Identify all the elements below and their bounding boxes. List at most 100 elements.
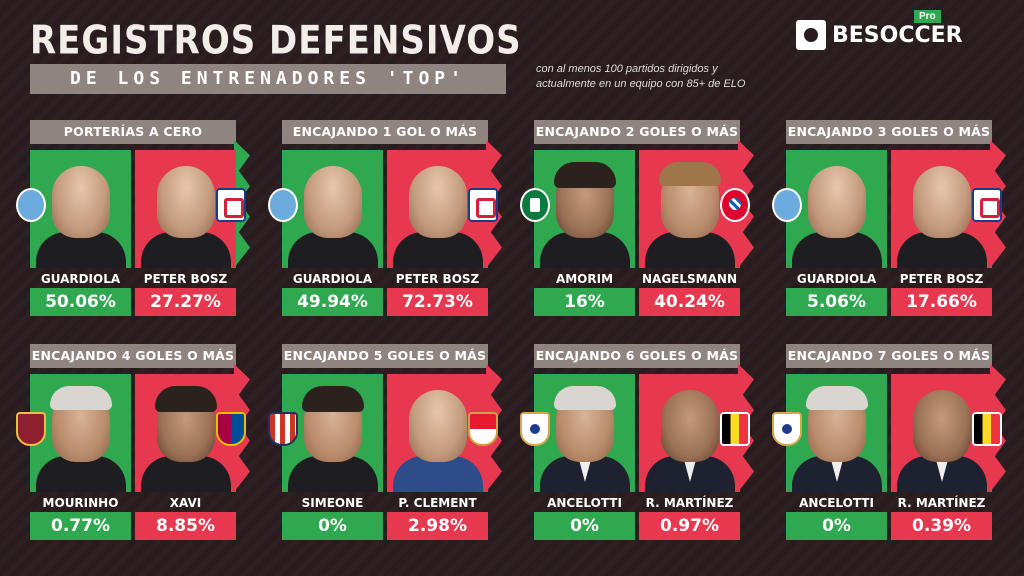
panel-title: ENCAJANDO 1 GOL O MÁS xyxy=(282,120,488,144)
coach-head xyxy=(409,166,467,238)
coach-photo-left xyxy=(786,374,887,492)
coach-head xyxy=(806,386,868,462)
sporting-cp-badge xyxy=(520,188,550,222)
stat-value-right: 8.85% xyxy=(135,512,236,540)
coach-name-left: SIMEONE xyxy=(301,496,364,510)
coach-photo-left xyxy=(534,150,635,268)
coach-body xyxy=(645,232,735,268)
as-monaco-badge xyxy=(468,412,498,446)
stat-value-left: 0% xyxy=(534,512,635,540)
coach-head xyxy=(659,162,721,238)
stat-value-right: 40.24% xyxy=(639,288,740,316)
stat-panel-7-goals: ENCAJANDO 7 GOLES O MÁS ANCELOTTI R. MAR… xyxy=(772,344,1006,544)
stat-value-left: 5.06% xyxy=(786,288,887,316)
coach-name-right: XAVI xyxy=(169,496,202,510)
coach-name-right: R. MARTÍNEZ xyxy=(645,496,734,510)
stat-panel-3-goals: ENCAJANDO 3 GOLES O MÁS GUARDIOLA PETER … xyxy=(772,120,1006,320)
page-subtitle: DE LOS ENTRENADORES 'TOP' xyxy=(30,64,506,94)
coach-head xyxy=(155,386,217,462)
stat-value-right: 27.27% xyxy=(135,288,236,316)
coach-photo-right xyxy=(135,374,236,492)
coach-body xyxy=(393,456,483,492)
coach-head xyxy=(913,166,971,238)
coach-name-left: GUARDIOLA xyxy=(292,272,373,286)
coach-photo-left xyxy=(30,374,131,492)
coach-photo-left xyxy=(30,150,131,268)
coach-photo-left xyxy=(282,150,383,268)
coach-name-left: MOURINHO xyxy=(42,496,119,510)
panel-title: ENCAJANDO 2 GOLES O MÁS xyxy=(534,120,740,144)
coach-head xyxy=(554,386,616,462)
besoccer-mark-icon xyxy=(796,20,826,50)
coach-photo-left xyxy=(534,374,635,492)
coach-body xyxy=(141,456,231,492)
olympique-lyonnais-badge xyxy=(468,188,498,222)
coach-name-left: GUARDIOLA xyxy=(40,272,121,286)
atletico-madrid-badge xyxy=(268,412,298,446)
stat-value-right: 17.66% xyxy=(891,288,992,316)
coach-head xyxy=(913,390,971,462)
olympique-lyonnais-badge xyxy=(216,188,246,222)
panel-title: ENCAJANDO 4 GOLES O MÁS xyxy=(30,344,236,368)
coach-photo-right xyxy=(891,374,992,492)
coach-name-right: PETER BOSZ xyxy=(899,272,984,286)
as-roma-badge xyxy=(16,412,46,446)
manchester-city-badge xyxy=(268,188,298,222)
manchester-city-badge xyxy=(772,188,802,222)
olympique-lyonnais-badge xyxy=(972,188,1002,222)
coach-name-right: R. MARTÍNEZ xyxy=(897,496,986,510)
stat-value-left: 0% xyxy=(282,512,383,540)
coach-body xyxy=(36,456,126,492)
coach-photo-left xyxy=(786,150,887,268)
coach-name-left: ANCELOTTI xyxy=(799,496,874,510)
stat-value-right: 72.73% xyxy=(387,288,488,316)
stat-panel-2-goals: ENCAJANDO 2 GOLES O MÁS AMORIM NAGELSMAN… xyxy=(520,120,754,320)
coach-body xyxy=(288,232,378,268)
coach-head xyxy=(52,166,110,238)
coach-name-left: ANCELOTTI xyxy=(547,496,622,510)
stat-value-right: 0.39% xyxy=(891,512,992,540)
bayern-munich-badge xyxy=(720,188,750,222)
coach-body xyxy=(897,456,987,492)
coach-body xyxy=(540,232,630,268)
coach-body xyxy=(36,232,126,268)
panel-title: ENCAJANDO 3 GOLES O MÁS xyxy=(786,120,992,144)
stat-panel-1-goal: ENCAJANDO 1 GOL O MÁS GUARDIOLA PETER BO… xyxy=(268,120,502,320)
coach-head xyxy=(554,162,616,238)
belgium-badge xyxy=(972,412,1002,446)
coach-body xyxy=(288,456,378,492)
stat-value-left: 50.06% xyxy=(30,288,131,316)
coach-head xyxy=(304,166,362,238)
coach-body xyxy=(645,456,735,492)
coach-head xyxy=(157,166,215,238)
coach-name-right: P. CLEMENT xyxy=(398,496,477,510)
coach-name-left: GUARDIOLA xyxy=(796,272,877,286)
panel-title: PORTERÍAS A CERO xyxy=(30,120,236,144)
stat-value-right: 0.97% xyxy=(639,512,740,540)
coach-body xyxy=(897,232,987,268)
coach-body xyxy=(393,232,483,268)
page-title: REGISTROS DEFENSIVOS xyxy=(30,18,522,64)
panel-title: ENCAJANDO 7 GOLES O MÁS xyxy=(786,344,992,368)
coach-body xyxy=(792,456,882,492)
stat-panel-6-goals: ENCAJANDO 6 GOLES O MÁS ANCELOTTI R. MAR… xyxy=(520,344,754,544)
fc-barcelona-badge xyxy=(216,412,246,446)
panel-title: ENCAJANDO 5 GOLES O MÁS xyxy=(282,344,488,368)
panel-title: ENCAJANDO 6 GOLES O MÁS xyxy=(534,344,740,368)
real-madrid-badge xyxy=(520,412,550,446)
coach-head xyxy=(661,390,719,462)
stat-value-left: 0% xyxy=(786,512,887,540)
stat-value-left: 0.77% xyxy=(30,512,131,540)
stat-panel-clean-sheets: PORTERÍAS A CERO GUARDIOLA PETER BOSZ 50… xyxy=(16,120,250,320)
coach-photo-right xyxy=(639,374,740,492)
coach-head xyxy=(302,386,364,462)
coach-body xyxy=(540,456,630,492)
stat-value-right: 2.98% xyxy=(387,512,488,540)
coach-body xyxy=(141,232,231,268)
coach-name-right: PETER BOSZ xyxy=(395,272,480,286)
stat-panel-5-goals: ENCAJANDO 5 GOLES O MÁS SIMEONE P. CLEME… xyxy=(268,344,502,544)
besoccer-logo: BESOCCER Pro xyxy=(796,10,963,50)
criteria-note: con al menos 100 partidos dirigidos y ac… xyxy=(536,63,746,90)
brand-name: BESOCCER xyxy=(832,22,963,48)
real-madrid-badge xyxy=(772,412,802,446)
